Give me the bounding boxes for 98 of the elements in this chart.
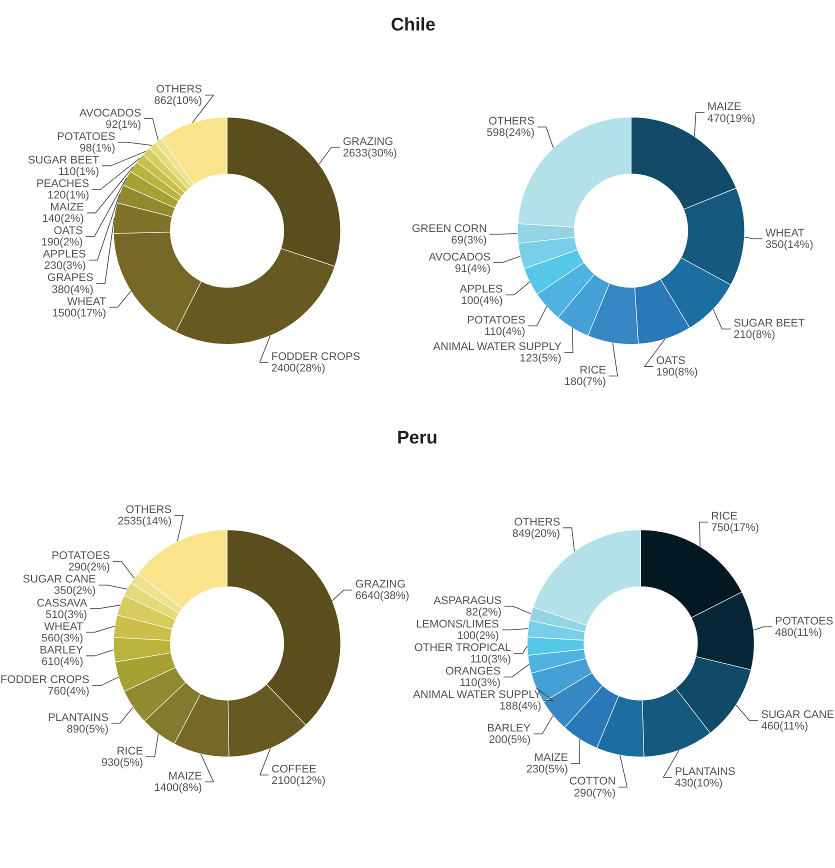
slice-label: POTATOES <box>56 130 116 143</box>
slice-label: GRAZING <box>342 136 394 148</box>
data-label: 598(24%) <box>486 127 535 140</box>
data-label: 92(1%) <box>106 118 142 131</box>
data-label: 2633(30%) <box>342 147 397 160</box>
slice-label: FODDER CROPS <box>0 674 90 686</box>
data-label: 290(7%) <box>574 787 616 800</box>
slice-label: OTHERS <box>514 516 560 528</box>
slice-label: APPLES <box>42 248 86 261</box>
slice-label: RICE <box>580 364 606 377</box>
data-label: 750(17%) <box>711 522 760 534</box>
data-label: 610(4%) <box>42 656 84 668</box>
data-label: 190(2%) <box>41 236 83 249</box>
slice-label: ANIMAL WATER SUPPLY <box>413 689 542 702</box>
slice-label: GRAPES <box>47 272 94 284</box>
slice-label: COTTON <box>569 776 616 788</box>
data-label: 760(4%) <box>48 686 90 698</box>
slice-label: BARLEY <box>40 644 84 656</box>
data-label: 69(3%) <box>451 234 487 246</box>
slice-label: WHEAT <box>765 227 805 240</box>
slice-label: SUGAR BEET <box>734 318 806 330</box>
slice-label: SUGAR BEET <box>28 154 100 166</box>
data-label: 230(3%) <box>44 260 86 272</box>
slice-label: BARLEY <box>487 722 532 735</box>
slice-label: WHEAT <box>67 296 106 308</box>
data-label: 480(11%) <box>774 626 822 639</box>
data-label: 91(4%) <box>454 262 491 275</box>
data-label: 230(5%) <box>526 764 568 776</box>
data-label: 120(1%) <box>47 190 90 202</box>
data-label: 110(1%) <box>58 166 100 178</box>
slice-label: POTATOES <box>52 550 110 562</box>
slice-label: SUGAR CANE <box>761 709 834 722</box>
slice-label: MAIZE <box>534 752 568 764</box>
slice-label: OATS <box>54 225 83 238</box>
data-label: 560(3%) <box>41 632 84 644</box>
data-label: 380(4%) <box>52 284 94 296</box>
chart-title: Chile <box>390 14 436 35</box>
slice-label: PLANTAINS <box>674 766 736 778</box>
data-label: 110(4%) <box>484 326 526 338</box>
slice-label: MAIZE <box>707 101 742 114</box>
data-label: 123(5%) <box>520 352 562 365</box>
data-label: 100(2%) <box>457 630 499 642</box>
data-label: 200(5%) <box>488 734 531 746</box>
data-label: 110(3%) <box>460 677 501 690</box>
slice-label: POTATOES <box>467 314 526 326</box>
data-label: 2400(28%) <box>271 362 326 374</box>
data-label: 350(2%) <box>54 585 96 598</box>
slice-label: GRAZING <box>355 578 406 591</box>
slice-label: GREEN CORN <box>412 222 487 235</box>
chart-title: Peru <box>396 426 438 448</box>
data-label: 98(1%) <box>80 142 116 154</box>
data-label: 110(3%) <box>470 654 512 666</box>
data-label: 890(5%) <box>66 723 109 736</box>
data-label: 2100(12%) <box>272 775 326 788</box>
slice-label: ASPARAGUS <box>434 594 502 607</box>
data-label: 849(20%) <box>512 528 560 540</box>
data-label: 460(11%) <box>761 720 808 733</box>
slice-label: RICE <box>116 745 144 758</box>
data-label: 190(8%) <box>656 366 698 379</box>
data-label: 290(2%) <box>68 562 110 574</box>
slice-label: APPLES <box>460 283 503 296</box>
data-label: 188(4%) <box>500 700 542 713</box>
slice-label: OTHERS <box>488 116 535 128</box>
slice-label: OTHER TROPICAL <box>414 642 512 654</box>
slice-label: POTATOES <box>774 615 834 628</box>
slice-label: AVOCADOS <box>79 107 142 120</box>
data-label: 350(14%) <box>765 238 814 251</box>
slice-label: MAIZE <box>50 202 84 214</box>
slice-label: OATS <box>656 355 686 368</box>
data-label: 2535(14%) <box>118 516 172 528</box>
data-label: 930(5%) <box>101 756 144 769</box>
slice-label: WHEAT <box>44 620 84 633</box>
slice-label: PLANTAINS <box>48 712 109 724</box>
data-label: 82(2%) <box>466 606 502 618</box>
data-label: 180(7%) <box>564 376 606 388</box>
data-label: 470(19%) <box>707 112 756 125</box>
slice-label: AVOCADOS <box>428 251 491 264</box>
slice-label: SUGAR CANE <box>22 574 96 586</box>
slice-label: ORANGES <box>445 666 501 678</box>
slice-label: RICE <box>711 510 738 523</box>
slice-label: COFFEE <box>272 764 316 776</box>
data-label: 140(2%) <box>42 213 84 226</box>
data-label: 6640(38%) <box>355 590 410 602</box>
slice-label: OTHERS <box>126 504 172 516</box>
slice-label: ANIMAL WATER SUPPLY <box>433 341 562 354</box>
slice-label: OTHERS <box>156 84 202 96</box>
data-label: 862(10%) <box>154 95 202 108</box>
slice-label: CASSAVA <box>36 597 88 610</box>
slice-label: PEACHES <box>36 178 90 190</box>
data-label: 100(4%) <box>460 294 503 307</box>
data-label: 1400(8%) <box>154 782 202 794</box>
data-label: 1500(17%) <box>52 307 106 320</box>
slice-label: FODDER CROPS <box>271 350 360 363</box>
slice-label: LEMONS/LIMES <box>416 618 499 630</box>
data-label: 510(3%) <box>45 608 88 621</box>
slice-label: MAIZE <box>168 770 202 783</box>
data-label: 210(8%) <box>734 329 776 342</box>
data-label: 430(10%) <box>674 778 723 790</box>
